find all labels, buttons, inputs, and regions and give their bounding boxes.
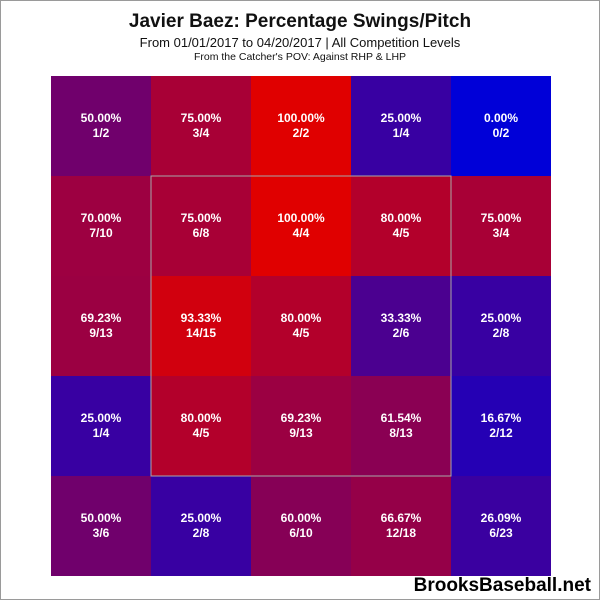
chart-title: Javier Baez: Percentage Swings/Pitch [128, 11, 472, 32]
chart-subtitle: From 01/01/2017 to 04/20/2017 | All Comp… [139, 35, 461, 50]
heatmap-cell-r4-c1 [151, 476, 251, 576]
heatmap-cell-r3-c3 [351, 376, 451, 476]
heatmap-cell-r2-c3 [351, 276, 451, 376]
cell-count-label: 4/5 [193, 426, 210, 440]
cell-count-label: 2/6 [393, 326, 410, 340]
cell-count-label: 8/13 [389, 426, 413, 440]
cell-percentage-label: 75.00% [481, 211, 522, 225]
cell-percentage-label: 50.00% [81, 511, 122, 525]
cell-percentage-label: 25.00% [481, 311, 522, 325]
watermark: BrooksBaseball.net [413, 575, 591, 596]
cell-percentage-label: 25.00% [81, 411, 122, 425]
cell-percentage-label: 75.00% [181, 211, 222, 225]
heatmap-cell-r4-c4 [451, 476, 551, 576]
heatmap-cell-r0-c4 [451, 76, 551, 176]
cell-count-label: 0/2 [493, 126, 510, 140]
cell-count-label: 9/13 [89, 326, 113, 340]
strike-zone-outline [150, 175, 452, 477]
cell-percentage-label: 0.00% [484, 111, 518, 125]
heatmap-cell-r2-c2 [251, 276, 351, 376]
heatmap-cell-r1-c0 [51, 176, 151, 276]
heatmap-cell-r4-c0 [51, 476, 151, 576]
heatmap-cell-r3-c0 [51, 376, 151, 476]
heatmap-cell-r1-c1 [151, 176, 251, 276]
cell-percentage-label: 60.00% [281, 511, 322, 525]
cell-percentage-label: 25.00% [181, 511, 222, 525]
cell-percentage-label: 66.67% [381, 511, 422, 525]
heatmap-cell-r0-c3 [351, 76, 451, 176]
heatmap-cell-r4-c3 [351, 476, 451, 576]
cell-percentage-label: 50.00% [81, 111, 122, 125]
cell-percentage-label: 100.00% [277, 111, 325, 125]
cell-percentage-label: 33.33% [381, 311, 422, 325]
cell-count-label: 1/2 [93, 126, 110, 140]
cell-count-label: 4/4 [293, 226, 310, 240]
cell-count-label: 9/13 [289, 426, 313, 440]
cell-count-label: 3/4 [493, 226, 510, 240]
cell-count-label: 2/8 [493, 326, 510, 340]
cell-count-label: 6/8 [193, 226, 210, 240]
heatmap-cell-r4-c2 [251, 476, 351, 576]
heatmap-cell-r0-c0 [51, 76, 151, 176]
cell-count-label: 2/2 [293, 126, 310, 140]
cell-percentage-label: 69.23% [81, 311, 122, 325]
cell-count-label: 7/10 [89, 226, 113, 240]
cell-count-label: 6/23 [489, 526, 513, 540]
cell-count-label: 12/18 [386, 526, 416, 540]
cell-percentage-label: 80.00% [181, 411, 222, 425]
heatmap-cell-r0-c2 [251, 76, 351, 176]
cell-percentage-label: 80.00% [281, 311, 322, 325]
cell-percentage-label: 93.33% [181, 311, 222, 325]
cell-count-label: 3/4 [193, 126, 210, 140]
cell-percentage-label: 16.67% [481, 411, 522, 425]
cell-count-label: 2/12 [489, 426, 513, 440]
heatmap-cell-r0-c1 [151, 76, 251, 176]
cell-percentage-label: 25.00% [381, 111, 422, 125]
heatmap-cell-r1-c2 [251, 176, 351, 276]
cell-count-label: 4/5 [393, 226, 410, 240]
cell-count-label: 3/6 [93, 526, 110, 540]
chart-pov-note: From the Catcher's POV: Against RHP & LH… [193, 51, 407, 63]
heatmap-cell-r2-c4 [451, 276, 551, 376]
heatmap-cell-r2-c0 [51, 276, 151, 376]
cell-percentage-label: 26.09% [481, 511, 522, 525]
cell-percentage-label: 70.00% [81, 211, 122, 225]
heatmap-cell-r1-c4 [451, 176, 551, 276]
cell-count-label: 1/4 [393, 126, 410, 140]
heatmap-cell-r3-c2 [251, 376, 351, 476]
cell-percentage-label: 69.23% [281, 411, 322, 425]
cell-percentage-label: 80.00% [381, 211, 422, 225]
cell-count-label: 6/10 [289, 526, 313, 540]
cell-count-label: 14/15 [186, 326, 216, 340]
cell-count-label: 4/5 [293, 326, 310, 340]
cell-percentage-label: 61.54% [381, 411, 422, 425]
heatmap-cell-r3-c1 [151, 376, 251, 476]
heatmap-cell-r1-c3 [351, 176, 451, 276]
cell-count-label: 2/8 [193, 526, 210, 540]
cell-count-label: 1/4 [93, 426, 110, 440]
cell-percentage-label: 100.00% [277, 211, 325, 225]
heatmap-cell-r3-c4 [451, 376, 551, 476]
heatmap-cell-r2-c1 [151, 276, 251, 376]
cell-percentage-label: 75.00% [181, 111, 222, 125]
